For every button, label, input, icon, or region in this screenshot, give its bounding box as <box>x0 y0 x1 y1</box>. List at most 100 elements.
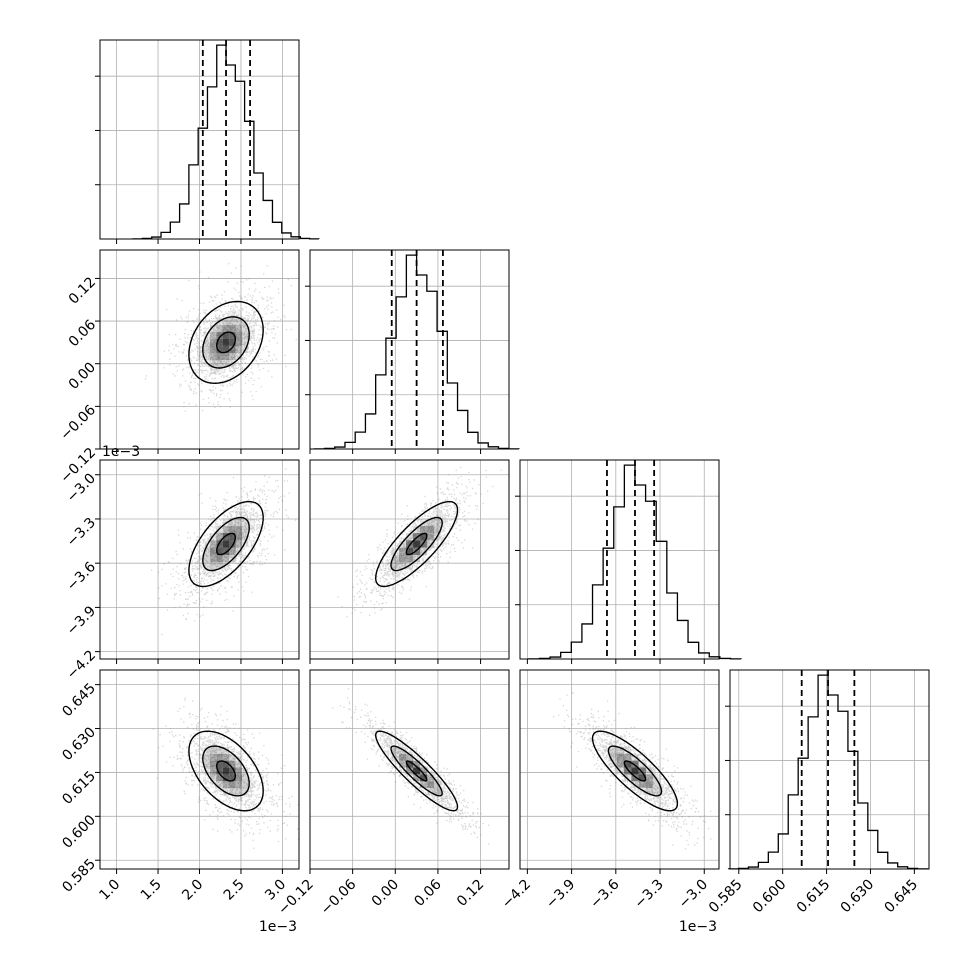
density-cell <box>609 747 617 754</box>
density-cell <box>210 781 217 789</box>
density-cell <box>222 518 230 526</box>
density-cell <box>624 767 632 775</box>
density-cell <box>241 331 249 339</box>
density-cell <box>631 760 639 768</box>
contour-level <box>374 730 459 812</box>
density-cell <box>420 774 428 782</box>
density-cell <box>222 540 230 548</box>
density-cell <box>241 518 249 526</box>
density-cell <box>645 774 654 782</box>
y-tick-label: 0.12 <box>66 274 99 307</box>
density-cell <box>427 533 435 541</box>
density-cell <box>229 317 236 325</box>
density-cell <box>420 767 428 775</box>
density-cell <box>229 518 236 526</box>
density-cell <box>229 788 236 795</box>
density-cell <box>210 767 217 775</box>
density-cell <box>399 547 407 555</box>
density-cell <box>222 788 230 795</box>
density-cell <box>197 554 204 563</box>
x-tick-label: 0.12 <box>454 877 487 910</box>
density-cell <box>631 774 639 782</box>
density-cell <box>391 753 400 761</box>
density-cell <box>631 767 639 775</box>
x-tick-label: −4.2 <box>499 877 534 912</box>
x-tick-label: 2.0 <box>179 877 206 904</box>
scatter-points <box>144 263 297 412</box>
density-cell <box>235 511 242 519</box>
hist-panel-2 <box>515 459 742 664</box>
hist-frame <box>99 39 300 240</box>
density-cell <box>413 774 421 782</box>
density-cell <box>653 794 661 802</box>
density-cell <box>248 525 255 534</box>
density-cell <box>420 781 428 789</box>
y-tick-label: −0.06 <box>57 402 99 444</box>
y-tick-label: 0.06 <box>66 317 99 350</box>
density-cell <box>203 753 211 761</box>
density-cell <box>653 781 661 789</box>
density-cell <box>235 525 242 534</box>
density-cell <box>441 794 449 802</box>
density-cell <box>399 554 407 563</box>
density-cell <box>222 525 230 534</box>
density-cell <box>427 525 435 534</box>
density-cell <box>660 788 668 795</box>
x-tick-label: −3.9 <box>543 877 578 912</box>
density-cell <box>222 753 230 761</box>
density-cell <box>420 547 428 555</box>
hist-frame <box>309 249 510 450</box>
density-cell <box>384 562 392 570</box>
density-cell <box>197 562 204 570</box>
contour-level <box>390 516 443 572</box>
density-cell <box>653 788 661 795</box>
density-cell <box>434 511 442 519</box>
density-cell <box>216 324 223 332</box>
x-tick-label: 0.00 <box>369 877 402 910</box>
density-cell <box>235 338 242 346</box>
density-cell <box>222 767 230 775</box>
density-cell <box>222 352 230 360</box>
density-cell <box>210 547 217 555</box>
density-cell <box>203 747 211 754</box>
density-cell <box>616 760 625 768</box>
density-cell <box>222 562 230 570</box>
density-cell <box>235 767 242 775</box>
density-cell <box>241 338 249 346</box>
density-cell <box>406 533 414 541</box>
contour-level <box>202 516 250 572</box>
x-tick-label: 2.5 <box>221 877 248 904</box>
density-cell <box>216 747 223 754</box>
density-cell <box>638 774 646 782</box>
density-cell <box>216 533 223 541</box>
density-cell <box>210 554 217 563</box>
density-cell <box>210 331 217 339</box>
density-cell <box>197 753 204 761</box>
density-cell <box>222 359 230 368</box>
density-cell <box>235 331 242 339</box>
density-cell <box>616 747 625 754</box>
y-tick-label: −3.6 <box>64 559 99 594</box>
density-cell <box>413 554 421 563</box>
density-cell <box>427 788 435 795</box>
density-cell <box>229 331 236 339</box>
density-cell <box>235 794 242 802</box>
density-cell <box>203 540 211 548</box>
density-cell <box>645 781 654 789</box>
x-offset-label: 1e−3 <box>259 919 297 935</box>
density-cell <box>235 533 242 541</box>
density-cell <box>441 518 449 526</box>
density-cell <box>248 781 255 789</box>
density-cell <box>229 547 236 555</box>
density-cell <box>229 345 236 353</box>
density-cell <box>216 562 223 570</box>
density-cell <box>210 760 217 768</box>
density-cell <box>638 760 646 768</box>
density-cell <box>229 781 236 789</box>
x-tick-label: 0.06 <box>411 876 444 909</box>
density-cell <box>241 533 249 541</box>
density-cell <box>248 518 255 526</box>
density-cell <box>248 331 255 339</box>
density-cell <box>391 562 400 570</box>
density-cell <box>235 310 242 318</box>
